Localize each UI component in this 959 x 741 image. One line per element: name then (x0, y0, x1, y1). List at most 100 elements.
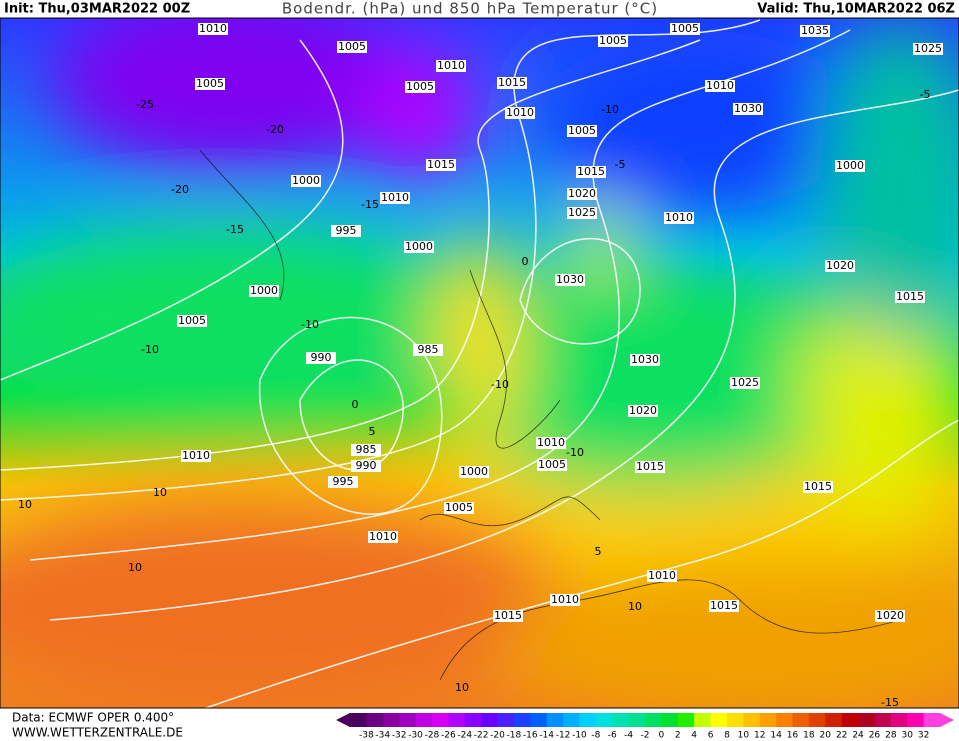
isobar-label-box (895, 291, 925, 303)
legend-label: 4 (691, 731, 697, 741)
isobar-label: 1030 (556, 273, 584, 286)
isobar-label-box (800, 25, 830, 37)
legend-label: -12 (556, 731, 571, 741)
isobar-label: 1000 (250, 284, 278, 297)
isobar-label: 1020 (568, 187, 596, 200)
isotherm-label: 0 (522, 255, 529, 268)
isobar-label-box (550, 594, 580, 606)
init-time: Init: Thu,03MAR2022 00Z (4, 2, 190, 17)
legend-swatch (612, 713, 630, 727)
isobar-label: 1005 (406, 80, 434, 93)
isobar-label-box (875, 610, 905, 622)
isobar-label-box (198, 23, 228, 35)
isobar-label-box (291, 175, 321, 187)
isotherm-label: 0 (352, 398, 359, 411)
legend-label: 20 (820, 731, 832, 741)
isotherm-label: 5 (595, 545, 602, 558)
isotherm-label: 10 (153, 486, 167, 499)
isobar-label: 1005 (671, 22, 699, 35)
isobar-label: 1000 (460, 465, 488, 478)
map-title: Bodendr. (hPa) und 850 hPa Temperatur (°… (282, 0, 658, 18)
isobar-label-box (249, 285, 279, 297)
isobar-label-box (195, 78, 225, 90)
isobar-label-box (567, 188, 597, 200)
legend-label: 18 (803, 731, 815, 741)
isobar-label: 1015 (494, 609, 522, 622)
legend-swatch (579, 713, 597, 727)
isobar-label: 995 (336, 224, 357, 237)
legend-label: 6 (708, 731, 714, 741)
legend-swatch (694, 713, 712, 727)
legend-label: 28 (885, 731, 897, 741)
legend-swatch (530, 713, 548, 727)
website: WWW.WETTERZENTRALE.DE (12, 726, 183, 740)
isobar-label: 1000 (836, 159, 864, 172)
isobar-label-box (497, 77, 527, 89)
isobar-label-box (181, 450, 211, 462)
isobar-label: 1005 (196, 77, 224, 90)
data-source: Data: ECMWF OPER 0.400° (12, 711, 174, 725)
isobar-label-box (825, 260, 855, 272)
isobar-label: 1015 (577, 165, 605, 178)
isobar-label-box (576, 166, 606, 178)
isobar-label-box (351, 460, 381, 472)
isobar-label: 1010 (369, 530, 397, 543)
legend-swatch (661, 713, 679, 727)
legend-label: 16 (787, 731, 799, 741)
isobar-label-box (628, 405, 658, 417)
isotherm-label: -10 (141, 343, 159, 356)
isotherm-label: 10 (18, 498, 32, 511)
isobar-label-box (493, 610, 523, 622)
legend-label: -34 (375, 731, 390, 741)
isotherm-label: -10 (301, 318, 319, 331)
legend-label: 24 (852, 731, 864, 741)
isobar-label: 1010 (199, 22, 227, 35)
legend-swatch (923, 713, 941, 727)
isobar-label: 1005 (599, 34, 627, 47)
legend-swatch (595, 713, 613, 727)
legend-label: 8 (724, 731, 730, 741)
isobar-label-box (598, 35, 628, 47)
legend-swatch (415, 713, 433, 727)
legend-swatch (497, 713, 515, 727)
isobar-label: 1020 (629, 404, 657, 417)
isotherm-label: 10 (128, 561, 142, 574)
legend-swatch (890, 713, 908, 727)
isotherm-label: -20 (171, 183, 189, 196)
legend-swatch (874, 713, 892, 727)
isobar-label: 1030 (734, 102, 762, 115)
legend-swatch (710, 713, 728, 727)
legend-swatch (399, 713, 417, 727)
legend-label: -30 (408, 731, 423, 741)
isobar-label-box (459, 466, 489, 478)
isobar-label-box (368, 531, 398, 543)
isobar-label-box (380, 192, 410, 204)
legend-label: -20 (490, 731, 505, 741)
isobar-label: 1025 (731, 376, 759, 389)
legend-swatch (546, 713, 564, 727)
legend-label: -26 (441, 731, 456, 741)
isobar-label: 990 (311, 351, 332, 364)
isobar-label: 1010 (551, 593, 579, 606)
isotherm-label: -5 (615, 158, 626, 171)
isobar-label: 1025 (568, 206, 596, 219)
isobar-label: 1030 (631, 353, 659, 366)
isobar-label: 1005 (538, 458, 566, 471)
isobar-label: 1015 (710, 599, 738, 612)
isobar-label-box (664, 212, 694, 224)
isobar-label: 1015 (804, 480, 832, 493)
isobar-label: 1010 (182, 449, 210, 462)
isotherm-label: 5 (369, 425, 376, 438)
legend-label: 10 (738, 731, 750, 741)
legend-swatch (481, 713, 498, 727)
legend-swatch (563, 713, 580, 727)
legend-label: 12 (754, 731, 765, 741)
legend-swatch (825, 713, 843, 727)
legend-swatch (645, 713, 662, 727)
isobar-label-box (733, 103, 763, 115)
isobar-label: 1010 (437, 59, 465, 72)
isotherm-label: -15 (226, 223, 244, 236)
legend-label: -24 (457, 731, 472, 741)
